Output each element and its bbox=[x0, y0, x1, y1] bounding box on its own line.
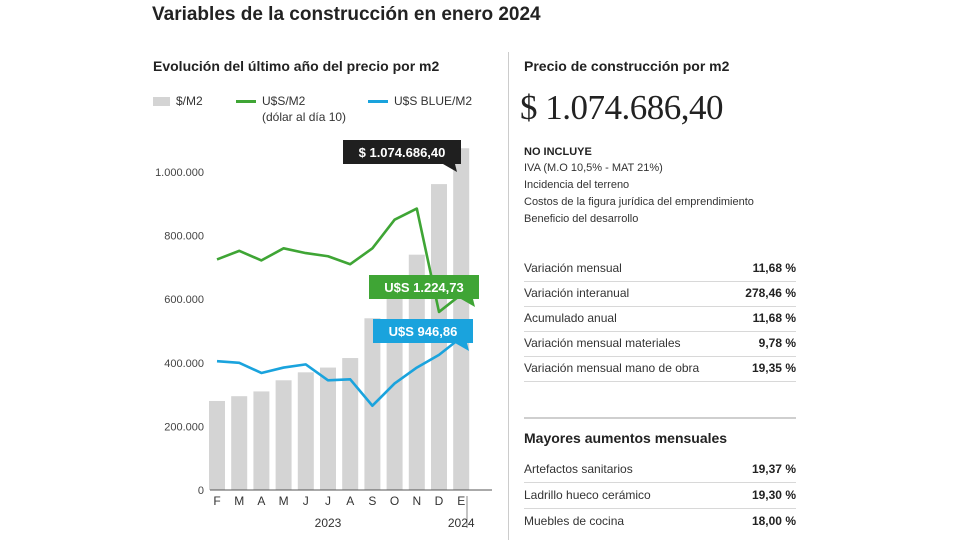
annotation-pointer bbox=[461, 299, 475, 307]
variation-value: 278,46 % bbox=[745, 286, 796, 300]
variation-row: Variación mensual 11,68 % bbox=[524, 258, 796, 282]
legend-swatch-pesos bbox=[153, 97, 170, 107]
annotation-box bbox=[373, 319, 473, 343]
x-tick-label: N bbox=[412, 494, 421, 508]
row-divider bbox=[524, 281, 796, 282]
legend-label-usd: U$S/M2 bbox=[262, 94, 306, 108]
variation-value: 11,68 % bbox=[752, 311, 796, 325]
page-title: Variables de la construcción en enero 20… bbox=[152, 4, 541, 25]
legend-label-pesos: $/M2 bbox=[176, 94, 203, 108]
bar bbox=[297, 372, 314, 490]
variation-row: Acumulado anual 11,68 % bbox=[524, 308, 796, 332]
not-included-item: Beneficio del desarrollo bbox=[524, 213, 639, 225]
legend-item-pesos: $/M2 bbox=[153, 94, 203, 108]
annotation-label: U$S 946,86 bbox=[389, 324, 458, 339]
x-tick-label: O bbox=[390, 494, 399, 508]
row-divider bbox=[524, 381, 796, 382]
variation-label: Variación interanual bbox=[524, 286, 630, 300]
y-tick-label: 400.000 bbox=[164, 358, 204, 370]
not-included-item: IVA (M.O 10,5% - MAT 21%) bbox=[524, 162, 663, 174]
row-divider bbox=[524, 482, 796, 483]
legend-label-blue: U$S BLUE/M2 bbox=[394, 94, 473, 108]
variation-label: Variación mensual materiales bbox=[524, 336, 681, 350]
row-divider bbox=[524, 331, 796, 332]
not-included-item: Costos de la figura jurídica del emprend… bbox=[524, 196, 754, 208]
not-included-title: NO INCLUYE bbox=[524, 146, 592, 158]
annotation-label: U$S 1.224,73 bbox=[384, 280, 464, 295]
x-tick-label: E bbox=[457, 494, 465, 508]
variation-value: 11,68 % bbox=[752, 261, 796, 275]
increase-row: Artefactos sanitarios 19,37 % bbox=[524, 459, 796, 483]
variation-value: 19,35 % bbox=[751, 361, 796, 375]
x-tick-label: A bbox=[346, 494, 354, 508]
row-divider bbox=[524, 356, 796, 357]
increases-title: Mayores aumentos mensuales bbox=[524, 430, 728, 446]
y-tick-label: 0 bbox=[198, 485, 204, 497]
x-tick-label: A bbox=[257, 494, 265, 508]
annotation-box bbox=[369, 275, 479, 299]
increase-label: Ladrillo hueco cerámico bbox=[524, 488, 651, 502]
year-label: 2024 bbox=[448, 516, 475, 530]
variation-row: Variación mensual materiales 9,78 % bbox=[524, 333, 796, 357]
chart-subtitle: Evolución del último año del precio por … bbox=[153, 58, 440, 74]
section-separator bbox=[524, 417, 796, 419]
variation-label: Acumulado anual bbox=[524, 311, 617, 325]
bar bbox=[320, 367, 336, 490]
variation-row: Variación interanual 278,46 % bbox=[524, 283, 796, 307]
bar bbox=[209, 400, 225, 490]
x-tick-label: J bbox=[303, 494, 309, 508]
bar bbox=[408, 254, 425, 490]
increase-label: Artefactos sanitarios bbox=[524, 462, 633, 476]
variation-row: Variación mensual mano de obra 19,35 % bbox=[524, 358, 796, 382]
y-tick-label: 800.000 bbox=[164, 231, 204, 243]
y-tick-label: 200.000 bbox=[164, 421, 204, 433]
legend-sublabel-usd: (dólar al día 10) bbox=[262, 110, 347, 124]
increase-row: Ladrillo hueco cerámico 19,30 % bbox=[524, 485, 796, 509]
legend-swatch-blue bbox=[368, 100, 388, 104]
bar bbox=[231, 396, 248, 490]
not-included-item: Incidencia del terreno bbox=[524, 179, 630, 191]
annotation-pointer bbox=[455, 343, 469, 351]
bar bbox=[275, 380, 292, 490]
y-tick-label: 600.000 bbox=[164, 294, 204, 306]
legend-item-usd: U$S/M2 (dólar al día 10) bbox=[236, 94, 346, 124]
legend-item-blue: U$S BLUE/M2 bbox=[368, 94, 472, 108]
increase-row: Muebles de cocina 18,00 % bbox=[524, 511, 796, 535]
variation-value: 9,78 % bbox=[758, 336, 796, 350]
variation-label: Variación mensual bbox=[524, 261, 622, 275]
bar bbox=[342, 358, 359, 490]
x-tick-label: J bbox=[325, 494, 331, 508]
variation-label: Variación mensual mano de obra bbox=[524, 361, 700, 375]
series-line bbox=[216, 336, 463, 408]
price-panel-title: Precio de construcción por m2 bbox=[524, 58, 730, 74]
year-label: 2023 bbox=[315, 516, 342, 530]
annotation-label: $ 1.074.686,40 bbox=[359, 145, 446, 160]
x-tick-label: D bbox=[435, 494, 444, 508]
x-tick-label: S bbox=[368, 494, 376, 508]
price-value: $ 1.074.686,40 bbox=[520, 88, 724, 127]
x-tick-label: M bbox=[234, 494, 244, 508]
y-tick-label: 1.000.000 bbox=[155, 167, 204, 179]
increase-label: Muebles de cocina bbox=[524, 514, 625, 528]
bar bbox=[253, 391, 270, 490]
x-tick-label: M bbox=[279, 494, 289, 508]
panel-divider bbox=[508, 52, 509, 540]
x-tick-label: F bbox=[213, 494, 220, 508]
increase-value: 18,00 % bbox=[751, 514, 796, 528]
increase-value: 19,37 % bbox=[751, 462, 796, 476]
row-divider bbox=[524, 306, 796, 307]
row-divider bbox=[524, 508, 796, 509]
annotation-box bbox=[343, 140, 461, 164]
annotation-pointer bbox=[443, 164, 457, 172]
series-line bbox=[216, 207, 463, 314]
legend-swatch-usd bbox=[236, 100, 256, 104]
increase-value: 19,30 % bbox=[751, 488, 796, 502]
